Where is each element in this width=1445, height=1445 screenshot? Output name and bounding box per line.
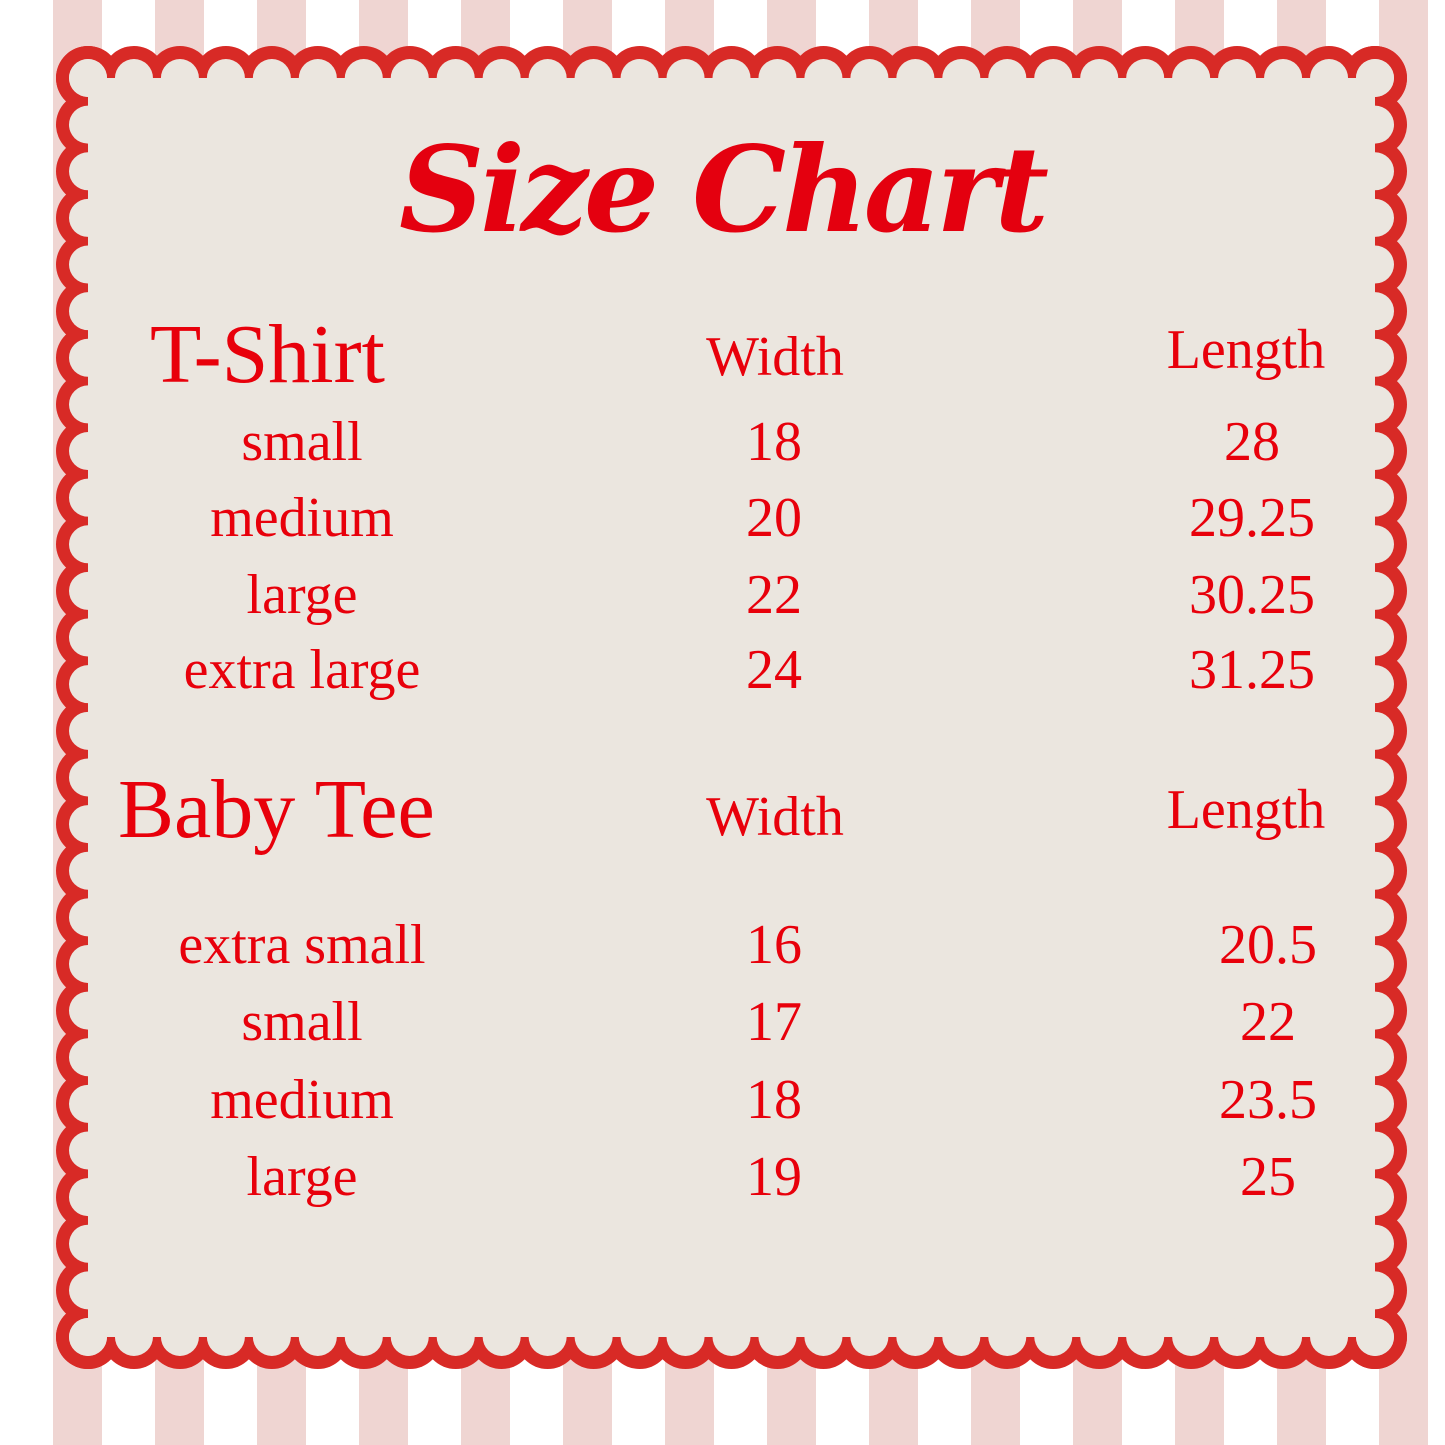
babytee-width-header: Width — [706, 786, 844, 848]
cell-length: 28 — [1224, 411, 1280, 473]
cell-length: 23.5 — [1219, 1069, 1317, 1131]
cell-width: 24 — [746, 639, 802, 701]
cell-size: medium — [210, 1069, 394, 1131]
babytee-length-header: Length — [1166, 779, 1326, 841]
cell-length: 30.25 — [1189, 564, 1315, 626]
section-title-babytee: Baby Tee — [118, 763, 435, 856]
cell-width: 16 — [746, 914, 802, 976]
cell-length: 31.25 — [1189, 639, 1315, 701]
cell-size: medium — [210, 487, 394, 549]
tshirt-width-header: Width — [706, 326, 844, 388]
cell-size: small — [241, 991, 363, 1053]
cell-width: 20 — [746, 487, 802, 549]
cell-length: 20.5 — [1219, 914, 1317, 976]
cell-width: 18 — [746, 411, 802, 473]
cell-width: 22 — [746, 564, 802, 626]
cell-size: small — [241, 411, 363, 473]
cell-length: 22 — [1240, 991, 1296, 1053]
cell-length: 25 — [1240, 1146, 1296, 1208]
cell-length: 29.25 — [1189, 487, 1315, 549]
cell-width: 17 — [746, 991, 802, 1053]
cell-width: 19 — [746, 1146, 802, 1208]
section-title-tshirt: T-Shirt — [150, 308, 385, 401]
cell-size: extra large — [183, 639, 421, 701]
tshirt-length-header: Length — [1166, 319, 1326, 381]
page-title: Size Chart — [398, 120, 1049, 259]
cell-size: large — [246, 564, 358, 626]
cell-width: 18 — [746, 1069, 802, 1131]
cell-size: extra small — [178, 914, 426, 976]
cell-size: large — [246, 1146, 358, 1208]
